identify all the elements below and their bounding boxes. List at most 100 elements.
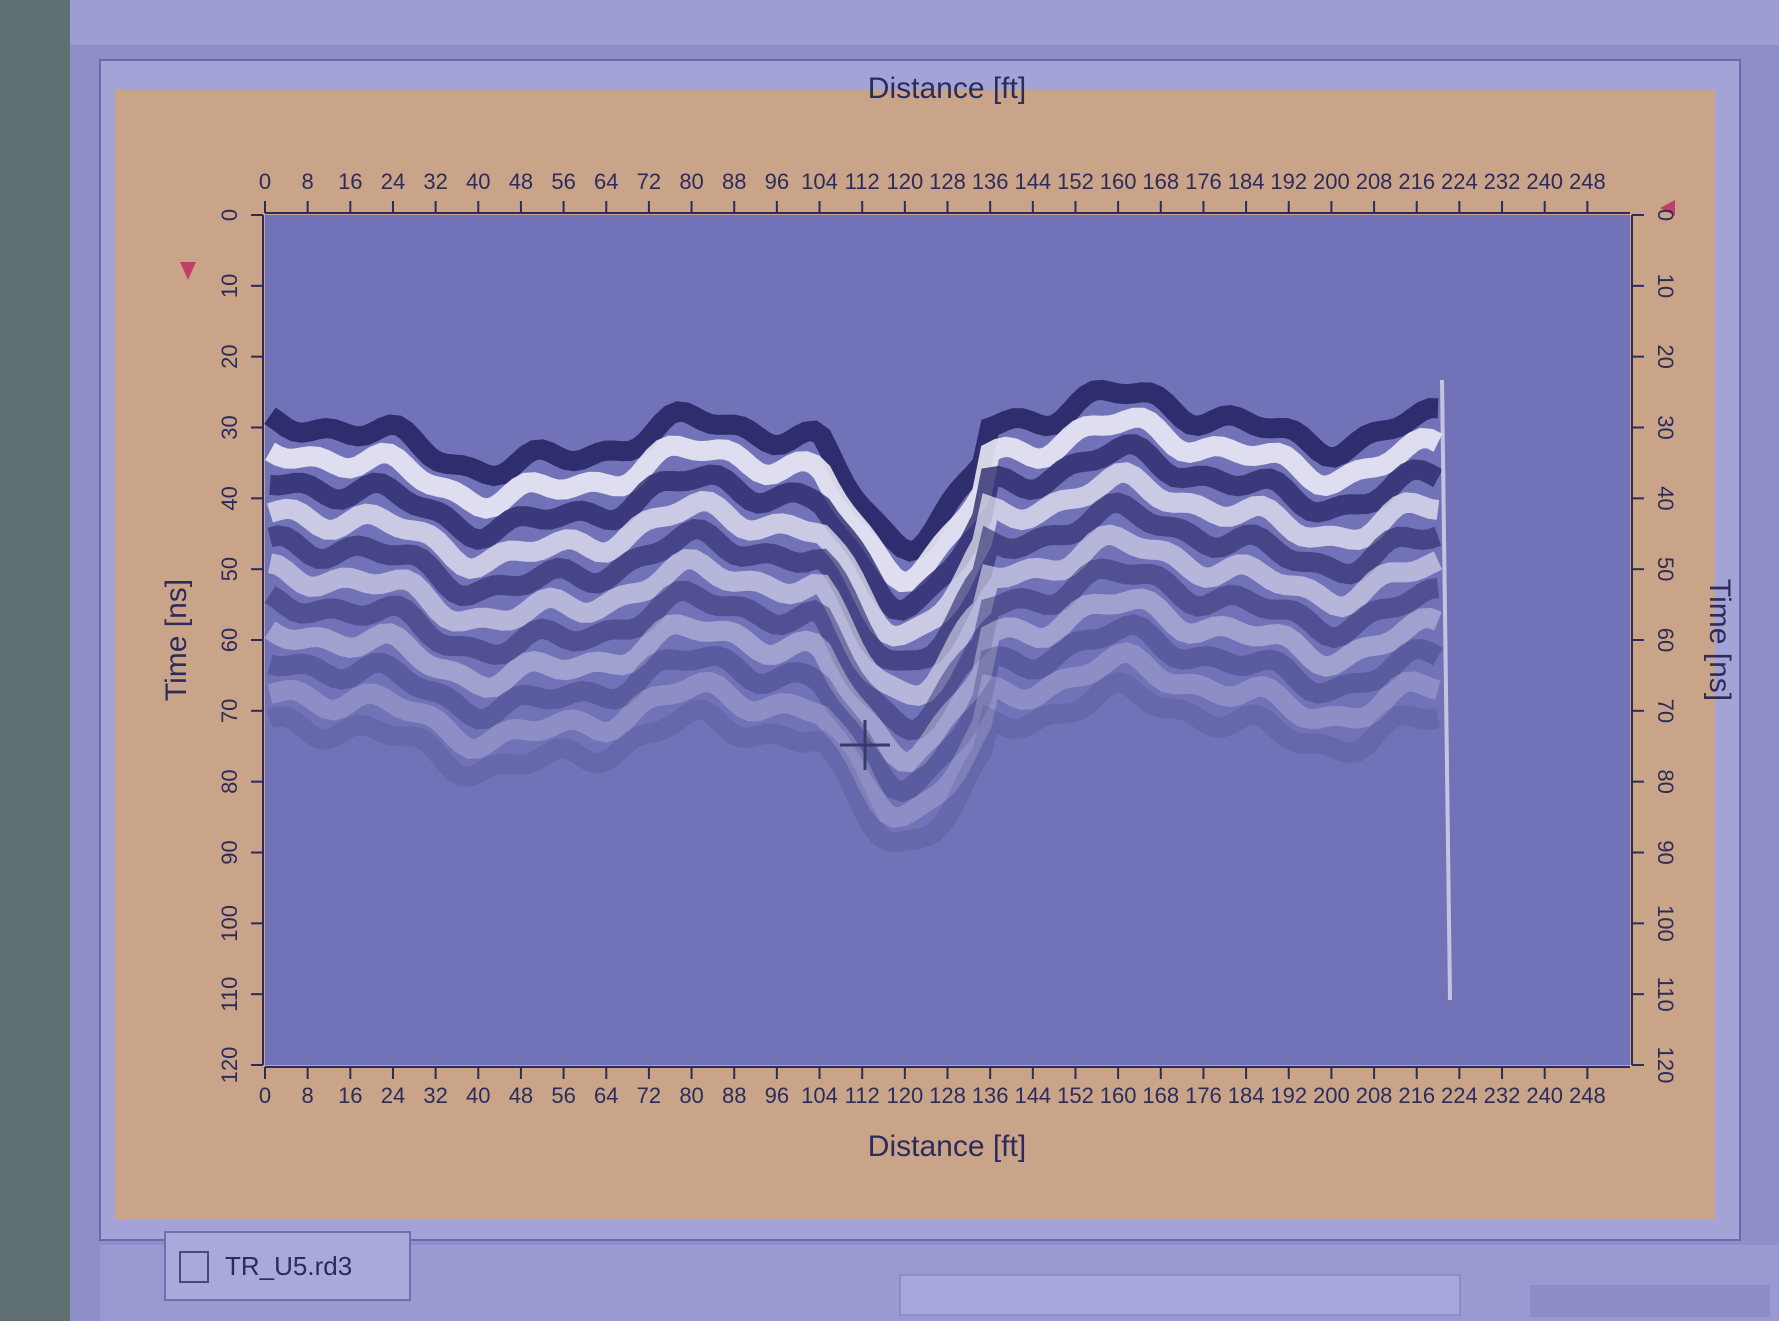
y-tick-label: 40 [1653, 486, 1678, 510]
y-tick-label: 20 [217, 344, 242, 368]
y-tick-label: 60 [217, 628, 242, 652]
y-tick-label: 0 [217, 209, 242, 221]
x-tick-label: 48 [509, 169, 533, 194]
x-tick-label: 16 [338, 169, 362, 194]
y-tick-label: 10 [217, 274, 242, 298]
x-tick-label: 0 [259, 1083, 271, 1108]
x-tick-label: 0 [259, 169, 271, 194]
x-tick-label: 208 [1356, 1083, 1393, 1108]
y-tick-label: 110 [1653, 977, 1678, 1012]
x-tick-label: 112 [845, 169, 880, 194]
y-tick-label: 80 [217, 769, 242, 793]
x-tick-label: 136 [972, 1083, 1009, 1108]
x-tick-label: 80 [679, 169, 703, 194]
x-axis-title: Distance [ft] [868, 1130, 1026, 1163]
x-tick-label: 168 [1142, 169, 1179, 194]
y-tick-label: 20 [1653, 344, 1678, 368]
x-tick-label: 232 [1484, 1083, 1521, 1108]
x-tick-label: 56 [551, 1083, 575, 1108]
x-axis-title: Distance [ft] [868, 72, 1026, 105]
x-tick-label: 40 [466, 1083, 490, 1108]
x-tick-label: 216 [1398, 1083, 1435, 1108]
status-field [900, 1275, 1460, 1315]
x-tick-label: 176 [1185, 169, 1222, 194]
screen: Distance [ft] Distance [ft] Time [ns] Ti… [0, 0, 1779, 1321]
x-tick-label: 200 [1313, 1083, 1350, 1108]
y-tick-label: 40 [217, 486, 242, 510]
x-tick-label: 16 [338, 1083, 362, 1108]
page: Distance [ft] Distance [ft] Time [ns] Ti… [0, 0, 1779, 1321]
x-tick-label: 104 [801, 169, 838, 194]
x-tick-label: 88 [722, 169, 746, 194]
y-tick-label: 120 [217, 1047, 242, 1084]
y-tick-label: 0 [1653, 209, 1678, 221]
x-tick-label: 56 [551, 169, 575, 194]
x-tick-label: 176 [1185, 1083, 1222, 1108]
y-tick-label: 110 [217, 977, 242, 1012]
y-tick-label: 70 [1653, 699, 1678, 723]
y-axis-title: Time [ns] [1703, 579, 1736, 701]
y-tick-label: 100 [1653, 905, 1678, 942]
x-tick-label: 240 [1526, 1083, 1563, 1108]
x-tick-label: 80 [679, 1083, 703, 1108]
x-tick-label: 200 [1313, 169, 1350, 194]
x-tick-label: 184 [1228, 169, 1265, 194]
x-tick-label: 144 [1014, 169, 1051, 194]
x-tick-label: 40 [466, 169, 490, 194]
x-tick-label: 32 [423, 1083, 447, 1108]
x-tick-label: 160 [1100, 169, 1137, 194]
y-tick-label: 70 [217, 699, 242, 723]
x-tick-label: 248 [1569, 1083, 1606, 1108]
x-tick-label: 32 [423, 169, 447, 194]
x-tick-label: 128 [929, 169, 966, 194]
x-tick-label: 64 [594, 169, 618, 194]
toolbar [70, 0, 1779, 45]
x-tick-label: 112 [845, 1083, 880, 1108]
y-tick-label: 80 [1653, 769, 1678, 793]
x-tick-label: 136 [972, 169, 1009, 194]
y-tick-label: 10 [1653, 274, 1678, 298]
x-tick-label: 120 [886, 1083, 923, 1108]
x-tick-label: 72 [637, 1083, 661, 1108]
x-tick-label: 96 [765, 169, 789, 194]
y-tick-label: 60 [1653, 628, 1678, 652]
y-tick-label: 30 [1653, 415, 1678, 439]
tab-label[interactable]: TR_U5.rd3 [225, 1251, 352, 1281]
x-tick-label: 104 [801, 1083, 838, 1108]
x-tick-label: 160 [1100, 1083, 1137, 1108]
x-tick-label: 24 [381, 169, 405, 194]
x-tick-label: 232 [1484, 169, 1521, 194]
x-tick-label: 152 [1057, 1083, 1094, 1108]
x-tick-label: 96 [765, 1083, 789, 1108]
x-tick-label: 192 [1270, 1083, 1307, 1108]
x-tick-label: 8 [302, 1083, 314, 1108]
y-axis-title: Time [ns] [160, 579, 193, 701]
x-tick-label: 240 [1526, 169, 1563, 194]
system-tray [1530, 1285, 1770, 1317]
x-tick-label: 120 [886, 169, 923, 194]
y-tick-label: 90 [1653, 840, 1678, 864]
y-tick-label: 50 [1653, 557, 1678, 581]
x-tick-label: 224 [1441, 1083, 1478, 1108]
y-tick-label: 100 [217, 905, 242, 942]
y-tick-label: 90 [217, 840, 242, 864]
x-tick-label: 24 [381, 1083, 405, 1108]
x-tick-label: 88 [722, 1083, 746, 1108]
x-tick-label: 216 [1398, 169, 1435, 194]
x-tick-label: 248 [1569, 169, 1606, 194]
x-tick-label: 168 [1142, 1083, 1179, 1108]
x-tick-label: 48 [509, 1083, 533, 1108]
x-tick-label: 152 [1057, 169, 1094, 194]
x-tick-label: 8 [302, 169, 314, 194]
y-tick-label: 30 [217, 415, 242, 439]
y-tick-label: 120 [1653, 1047, 1678, 1084]
x-tick-label: 72 [637, 169, 661, 194]
x-tick-label: 184 [1228, 1083, 1265, 1108]
x-tick-label: 144 [1014, 1083, 1051, 1108]
x-tick-label: 224 [1441, 169, 1478, 194]
y-tick-label: 50 [217, 557, 242, 581]
tab[interactable]: TR_U5.rd3 [165, 1232, 410, 1300]
x-tick-label: 208 [1356, 169, 1393, 194]
x-tick-label: 64 [594, 1083, 618, 1108]
x-tick-label: 128 [929, 1083, 966, 1108]
